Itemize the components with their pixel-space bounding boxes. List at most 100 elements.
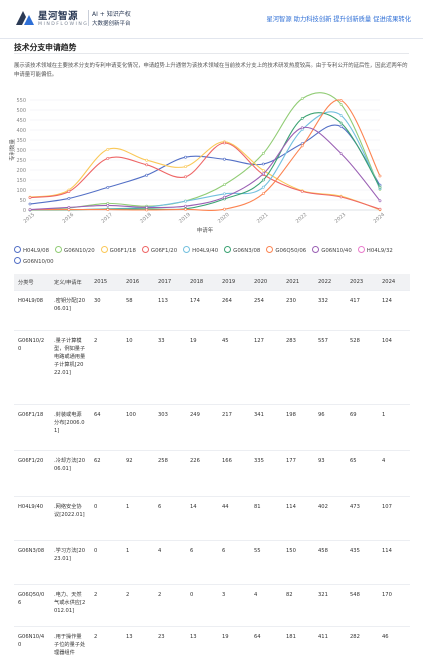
table-cell: 46 — [378, 626, 410, 667]
legend-item[interactable]: G06N10/20 — [55, 246, 95, 254]
legend-item[interactable]: H04L9/40 — [183, 246, 218, 254]
data-point — [106, 186, 110, 189]
legend-label: G06N10/40 — [321, 248, 352, 254]
data-point — [339, 121, 343, 125]
table-cell: 4 — [250, 584, 282, 627]
table-cell: 0 — [90, 540, 122, 585]
data-point — [223, 207, 226, 211]
table-cell: 6 — [186, 540, 218, 585]
legend-item[interactable]: H04L9/08 — [14, 246, 49, 254]
table-cell: 100 — [122, 404, 154, 451]
data-point — [106, 204, 110, 207]
y-tick-label: 250 — [16, 158, 26, 164]
table-cell: .学习方法[2023.01] — [50, 540, 90, 585]
table-cell: 114 — [378, 540, 410, 585]
data-point — [145, 158, 149, 162]
legend-marker-icon — [312, 246, 320, 253]
table-cell: 58 — [122, 290, 154, 331]
table-cell: 0 — [90, 496, 122, 541]
data-point — [300, 144, 304, 148]
series-line — [29, 124, 381, 205]
table-cell: 14 — [186, 496, 218, 541]
table-cell: 10 — [122, 330, 154, 405]
data-point — [378, 174, 382, 178]
column-header: 2024 — [378, 274, 410, 291]
table-cell: 93 — [314, 450, 346, 497]
data-point — [261, 185, 265, 189]
chart-legend: H04L9/08 G06N10/20 G06F1/18 G06F1/20 H04L9/4… — [14, 246, 414, 268]
legend-item[interactable]: G06F1/18 — [100, 246, 136, 254]
x-tick-label: 2021 — [256, 212, 270, 225]
legend-marker-icon — [224, 246, 232, 253]
legend-item[interactable]: H04L9/32 — [357, 246, 393, 254]
data-point — [106, 157, 110, 160]
legend-label: H04L9/08 — [23, 248, 50, 254]
y-tick-label: 300 — [16, 148, 26, 154]
legend-label: H04L9/32 — [366, 248, 393, 254]
x-tick-label: 2022 — [295, 212, 309, 225]
table-cell: 104 — [378, 330, 410, 405]
data-point — [184, 175, 187, 179]
legend-item[interactable]: G06F1/20 — [141, 246, 177, 254]
table-cell: G06N10/40 — [14, 626, 50, 667]
logo-subtext: MINDFLOWING — [38, 22, 89, 27]
branch-data-table: 分类号 定义/申请年 2015 2016 2017 2018 2019 2020 2021 202… — [14, 274, 410, 667]
data-point — [223, 192, 226, 196]
table-row: H04L9/40 .网络安全协议[2022.01] 0 1 6 14 44 81 114 402 4… — [14, 496, 410, 541]
table-cell: 4 — [154, 540, 186, 585]
table-cell: 264 — [218, 290, 250, 331]
table-cell: G06N3/08 — [14, 540, 50, 585]
data-point — [339, 152, 343, 156]
table-cell: 557 — [314, 330, 346, 405]
table-cell: 198 — [282, 404, 314, 451]
legend-item[interactable]: G06N10/00 — [14, 257, 54, 265]
legend-item[interactable]: G06N3/08 — [224, 246, 260, 254]
table-cell: 107 — [378, 496, 410, 541]
table-cell: 170 — [378, 584, 410, 627]
data-point — [223, 157, 226, 161]
table-cell: .量子计算模型，例如量子电路或通用量子计算机[2022.01] — [50, 330, 90, 405]
data-point — [184, 199, 187, 203]
x-tick-label: 2019 — [178, 212, 192, 225]
data-point — [28, 196, 32, 200]
x-tick-label: 2023 — [334, 212, 348, 225]
table-cell: 402 — [314, 496, 346, 541]
legend-marker-icon — [14, 246, 21, 253]
data-point — [300, 117, 304, 120]
table-cell: 226 — [186, 450, 218, 497]
table-cell: .密钥分配[2006.01] — [50, 290, 90, 331]
table-cell: 335 — [250, 450, 282, 497]
data-point — [184, 208, 187, 211]
table-cell: 283 — [282, 330, 314, 405]
column-header: 2023 — [346, 274, 378, 291]
table-cell: 458 — [314, 540, 346, 585]
table-cell: H04L9/08 — [14, 290, 50, 331]
data-point — [106, 208, 110, 212]
table-cell: 127 — [250, 330, 282, 405]
legend-item[interactable]: G06Q50/06 — [266, 246, 306, 254]
table-cell: .用于操作量子位的量子处理器组件 — [50, 626, 90, 667]
series-line — [29, 126, 381, 211]
table-cell: 13 — [122, 626, 154, 667]
legend-item[interactable]: G06N10/40 — [312, 246, 352, 254]
legend-label: G06N3/08 — [233, 248, 261, 254]
column-header: 2017 — [154, 274, 186, 291]
legend-label: G06F1/18 — [109, 248, 136, 254]
table-cell: 174 — [186, 290, 218, 331]
data-point — [339, 195, 343, 199]
page-header: 星河智源 MINDFLOWING AI + 知识产权 大数据创新平台 星河智源 … — [0, 0, 423, 39]
table-cell: 92 — [122, 450, 154, 497]
data-point — [67, 206, 71, 209]
data-point — [106, 148, 110, 151]
table-cell: 321 — [314, 584, 346, 627]
y-tick-label: 450 — [16, 118, 26, 124]
table-cell: 65 — [346, 450, 378, 497]
data-point — [184, 155, 187, 159]
table-row: H04L9/08 .密钥分配[2006.01] 30 58 113 174 264 254 23… — [14, 290, 410, 331]
table-cell: 1 — [378, 404, 410, 451]
table-cell: 150 — [282, 540, 314, 585]
data-point — [300, 126, 304, 130]
data-point — [145, 206, 149, 209]
x-tick-label: 2016 — [61, 212, 75, 225]
